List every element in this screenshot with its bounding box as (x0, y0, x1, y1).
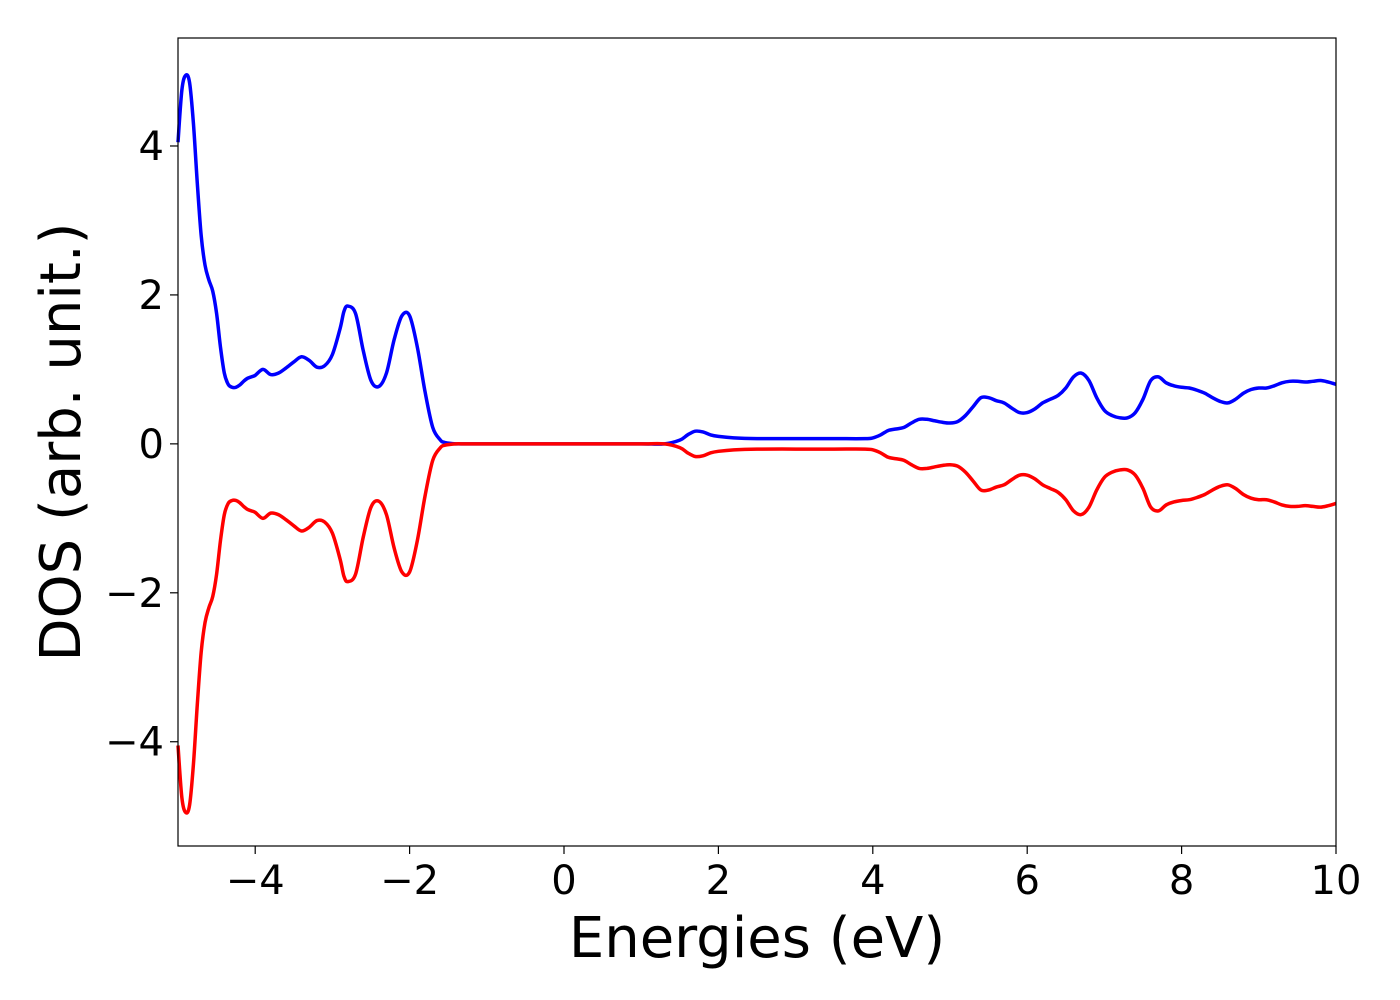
x-axis-ticks: −4 −2 0 2 4 6 8 10 (226, 846, 1362, 904)
x-tick-label: 0 (551, 858, 576, 904)
y-tick-label: 2 (139, 273, 164, 319)
dos-series-blue-line (176, 73, 1337, 446)
x-tick-label: −2 (380, 858, 439, 904)
x-tick-label: −4 (226, 858, 285, 904)
x-tick-label: 2 (706, 858, 731, 904)
x-tick-label: 6 (1014, 858, 1039, 904)
series-layer (176, 73, 1337, 815)
dos-series-red-line (176, 441, 1337, 815)
y-tick-label: −2 (105, 571, 164, 617)
y-axis-ticks: −4 −2 0 2 4 (105, 124, 178, 766)
x-tick-label: 8 (1169, 858, 1194, 904)
y-tick-label: 0 (139, 422, 164, 468)
x-axis-label: Energies (eV) (569, 906, 945, 971)
x-tick-label: 4 (860, 858, 885, 904)
y-tick-label: 4 (139, 124, 164, 170)
plot-frame (177, 37, 1337, 847)
y-axis-label: DOS (arb. unit.) (29, 222, 94, 661)
x-tick-label: 10 (1311, 858, 1362, 904)
y-tick-label: −4 (105, 720, 164, 766)
